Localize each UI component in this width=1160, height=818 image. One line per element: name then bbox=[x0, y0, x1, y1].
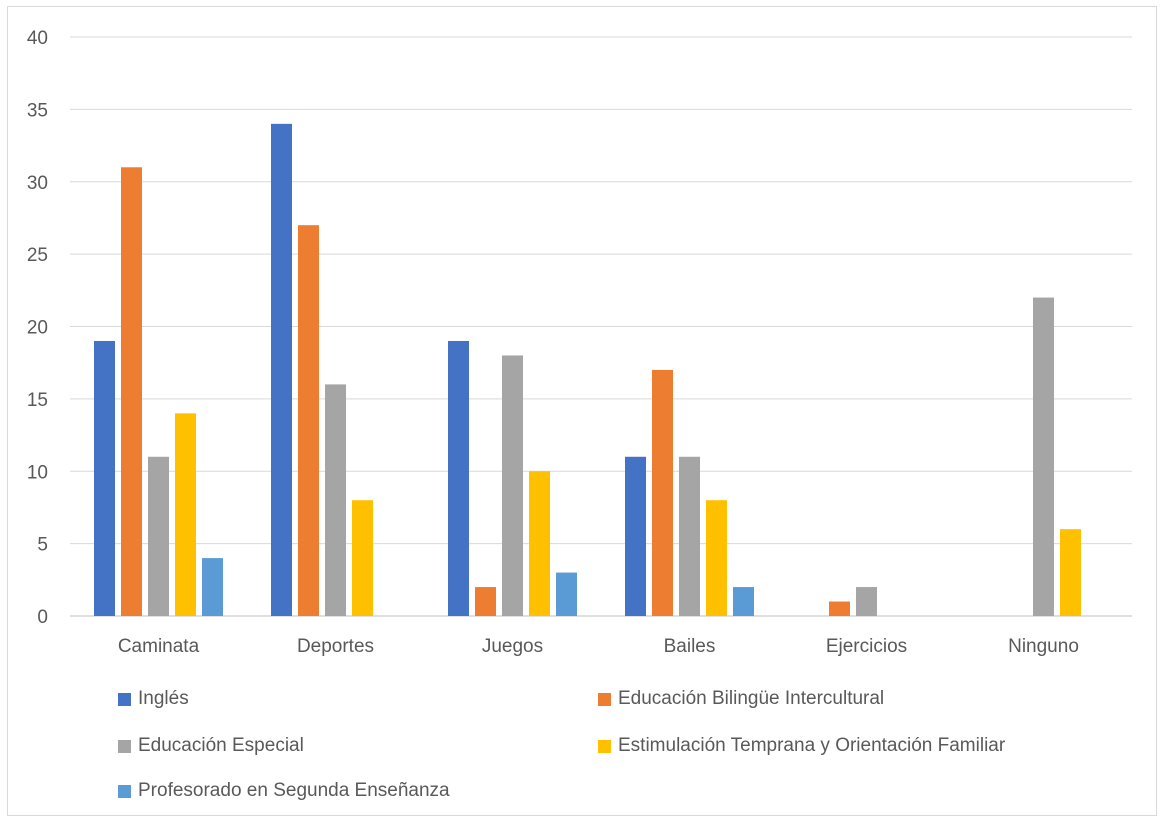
bar-2-1 bbox=[475, 587, 496, 616]
y-tick-label: 25 bbox=[27, 245, 48, 266]
bar-5-2 bbox=[1033, 297, 1054, 616]
x-tick-label: Caminata bbox=[118, 636, 200, 657]
bars bbox=[94, 123, 1081, 617]
y-tick-label: 0 bbox=[37, 607, 48, 628]
bar-4-2 bbox=[856, 587, 877, 616]
bar-3-1 bbox=[652, 369, 673, 616]
bar-5-3 bbox=[1060, 529, 1081, 616]
bar-0-2 bbox=[148, 456, 169, 616]
y-tick-label: 40 bbox=[27, 28, 48, 49]
bar-2-2 bbox=[502, 355, 523, 616]
y-tick-label: 20 bbox=[27, 318, 48, 339]
bar-3-2 bbox=[679, 456, 700, 616]
y-axis-ticks: 0 5 10 15 20 25 30 35 40 bbox=[27, 28, 48, 628]
bar-2-4 bbox=[556, 572, 577, 616]
bar-0-1 bbox=[121, 167, 142, 616]
x-tick-label: Ninguno bbox=[1008, 636, 1079, 657]
x-tick-label: Deportes bbox=[297, 636, 374, 657]
bar-1-2 bbox=[325, 384, 346, 616]
bar-3-3 bbox=[706, 500, 727, 616]
gridlines bbox=[70, 36, 1132, 617]
bar-0-4 bbox=[202, 558, 223, 616]
bar-1-1 bbox=[298, 225, 319, 617]
bar-1-0 bbox=[271, 123, 292, 616]
bar-2-0 bbox=[448, 340, 469, 616]
y-tick-label: 35 bbox=[27, 100, 48, 121]
bar-1-3 bbox=[352, 500, 373, 616]
x-tick-label: Bailes bbox=[664, 636, 716, 657]
bar-2-3 bbox=[529, 471, 550, 616]
bar-0-0 bbox=[94, 340, 115, 616]
bar-3-4 bbox=[733, 587, 754, 616]
y-tick-label: 5 bbox=[37, 535, 48, 556]
x-tick-label: Ejercicios bbox=[826, 636, 907, 657]
x-axis-ticks: Caminata Deportes Juegos Bailes Ejercicios Ni… bbox=[118, 636, 1079, 657]
y-tick-label: 30 bbox=[27, 173, 48, 194]
bar-4-1 bbox=[829, 601, 850, 616]
y-tick-label: 10 bbox=[27, 462, 48, 483]
chart-frame bbox=[7, 6, 1157, 816]
bar-0-3 bbox=[175, 413, 196, 616]
y-tick-label: 15 bbox=[27, 390, 48, 411]
x-tick-label: Juegos bbox=[482, 636, 543, 657]
bar-3-0 bbox=[625, 456, 646, 616]
